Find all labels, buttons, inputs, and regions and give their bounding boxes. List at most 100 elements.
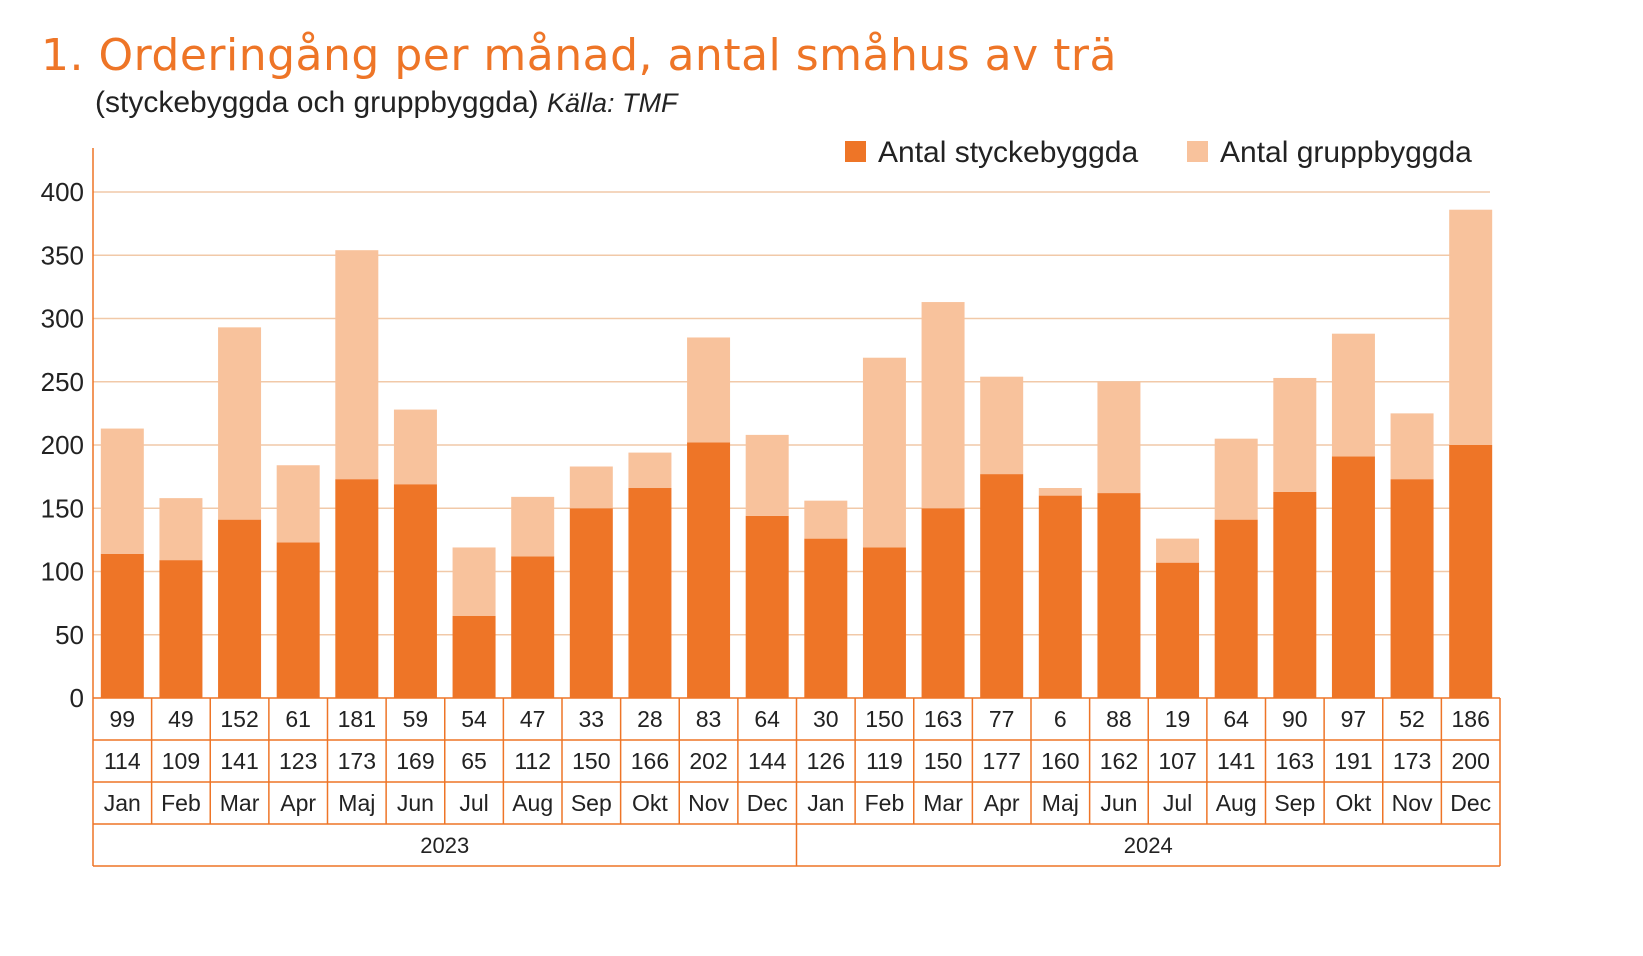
- cell-styckebyggda: 112: [514, 748, 551, 774]
- subtitle-text: (styckebyggda och gruppbyggda): [95, 86, 539, 119]
- bar-gruppbyggda: [393, 409, 437, 485]
- y-tick-label: 200: [41, 430, 84, 460]
- bar-styckebyggda: [1097, 493, 1141, 698]
- legend: Antal styckebyggda Antal gruppbyggda: [845, 136, 1472, 169]
- cell-gruppbyggda: 64: [754, 706, 780, 732]
- x-tick-label: Feb: [161, 790, 201, 816]
- x-tick-label: Mar: [220, 790, 260, 816]
- bar-gruppbyggda: [1331, 333, 1375, 457]
- bar-styckebyggda: [159, 560, 203, 698]
- cell-styckebyggda: 107: [1158, 748, 1196, 774]
- cell-gruppbyggda: 97: [1341, 706, 1367, 732]
- y-tick-label: 300: [41, 304, 84, 334]
- bar-gruppbyggda: [628, 452, 672, 489]
- bar-styckebyggda: [687, 442, 731, 698]
- cell-styckebyggda: 119: [866, 748, 903, 774]
- bar-styckebyggda: [1449, 445, 1493, 698]
- cell-gruppbyggda: 64: [1223, 706, 1249, 732]
- x-tick-label: Maj: [1042, 790, 1079, 816]
- y-tick-label: 250: [41, 367, 84, 397]
- x-tick-label: Jun: [1100, 790, 1137, 816]
- cell-gruppbyggda: 163: [924, 706, 962, 732]
- legend-swatch-styckebyggda: [845, 141, 866, 162]
- legend-swatch-gruppbyggda: [1187, 141, 1208, 162]
- cell-styckebyggda: 169: [396, 748, 434, 774]
- cell-styckebyggda: 200: [1452, 748, 1490, 774]
- x-tick-label: Aug: [1216, 790, 1257, 816]
- bar-gruppbyggda: [276, 465, 320, 543]
- y-tick-label: 100: [41, 557, 84, 587]
- chart-subtitle: (styckebyggda och gruppbyggda) Källa: TM…: [95, 86, 678, 120]
- legend-label-gruppbyggda: Antal gruppbyggda: [1220, 136, 1472, 169]
- bar-styckebyggda: [1156, 562, 1200, 698]
- y-tick-label: 150: [41, 493, 84, 523]
- bar-gruppbyggda: [452, 547, 496, 616]
- bar-styckebyggda: [980, 474, 1024, 698]
- bar-gruppbyggda: [1214, 438, 1258, 520]
- cell-gruppbyggda: 150: [865, 706, 903, 732]
- x-tick-label: Sep: [571, 790, 612, 816]
- legend-label-styckebyggda: Antal styckebyggda: [878, 136, 1138, 169]
- bar-styckebyggda: [1038, 495, 1082, 698]
- bar-styckebyggda: [218, 519, 262, 698]
- cell-styckebyggda: 141: [220, 748, 258, 774]
- bar-styckebyggda: [1331, 456, 1375, 698]
- bar-styckebyggda: [628, 488, 672, 698]
- cell-gruppbyggda: 59: [403, 706, 429, 732]
- cell-gruppbyggda: 49: [168, 706, 194, 732]
- bar-styckebyggda: [1390, 479, 1434, 698]
- bar-styckebyggda: [804, 538, 848, 698]
- cell-styckebyggda: 65: [461, 748, 487, 774]
- bar-styckebyggda: [511, 556, 555, 698]
- cell-styckebyggda: 202: [689, 748, 727, 774]
- cell-styckebyggda: 166: [631, 748, 669, 774]
- cell-gruppbyggda: 47: [520, 706, 546, 732]
- y-tick-label: 50: [55, 620, 84, 650]
- x-tick-label: Apr: [984, 790, 1020, 816]
- x-tick-label: Jun: [397, 790, 434, 816]
- cell-gruppbyggda: 30: [813, 706, 839, 732]
- bar-gruppbyggda: [980, 376, 1024, 475]
- x-tick-label: Okt: [1336, 790, 1372, 816]
- cell-gruppbyggda: 61: [285, 706, 311, 732]
- x-tick-label: Feb: [865, 790, 905, 816]
- bar-gruppbyggda: [100, 428, 144, 554]
- bar-gruppbyggda: [159, 498, 203, 561]
- cell-gruppbyggda: 88: [1106, 706, 1132, 732]
- y-axis: 0 50 100 150 200 250 300 350 400: [41, 148, 94, 713]
- bar-gruppbyggda: [335, 250, 379, 480]
- x-tick-label: Jul: [1163, 790, 1192, 816]
- bar-styckebyggda: [335, 479, 379, 698]
- cell-gruppbyggda: 54: [461, 706, 487, 732]
- x-tick-label: Jan: [104, 790, 141, 816]
- x-tick-label: Aug: [512, 790, 553, 816]
- cell-styckebyggda: 160: [1041, 748, 1079, 774]
- cell-styckebyggda: 173: [338, 748, 376, 774]
- bar-gruppbyggda: [1097, 381, 1141, 494]
- cell-gruppbyggda: 77: [989, 706, 1015, 732]
- cell-gruppbyggda: 186: [1452, 706, 1490, 732]
- bar-styckebyggda: [393, 484, 437, 698]
- bar-styckebyggda: [569, 508, 613, 698]
- bar-styckebyggda: [862, 547, 906, 698]
- bar-gruppbyggda: [511, 496, 555, 557]
- bar-styckebyggda: [1214, 519, 1258, 698]
- cell-gruppbyggda: 28: [637, 706, 663, 732]
- x-tick-label: Okt: [632, 790, 668, 816]
- bar-gruppbyggda: [1156, 538, 1200, 563]
- cell-gruppbyggda: 181: [338, 706, 376, 732]
- cell-styckebyggda: 126: [807, 748, 845, 774]
- bar-gruppbyggda: [745, 434, 789, 516]
- cell-styckebyggda: 177: [983, 748, 1021, 774]
- bar-styckebyggda: [100, 553, 144, 698]
- cell-styckebyggda: 150: [924, 748, 962, 774]
- bar-gruppbyggda: [862, 357, 906, 548]
- x-tick-label: Nov: [688, 790, 729, 816]
- cell-gruppbyggda: 6: [1054, 706, 1067, 732]
- bar-gruppbyggda: [218, 327, 262, 520]
- bar-styckebyggda: [276, 542, 320, 698]
- bar-gruppbyggda: [1390, 413, 1434, 480]
- year-label: 2024: [1124, 833, 1173, 858]
- x-tick-label: Nov: [1392, 790, 1433, 816]
